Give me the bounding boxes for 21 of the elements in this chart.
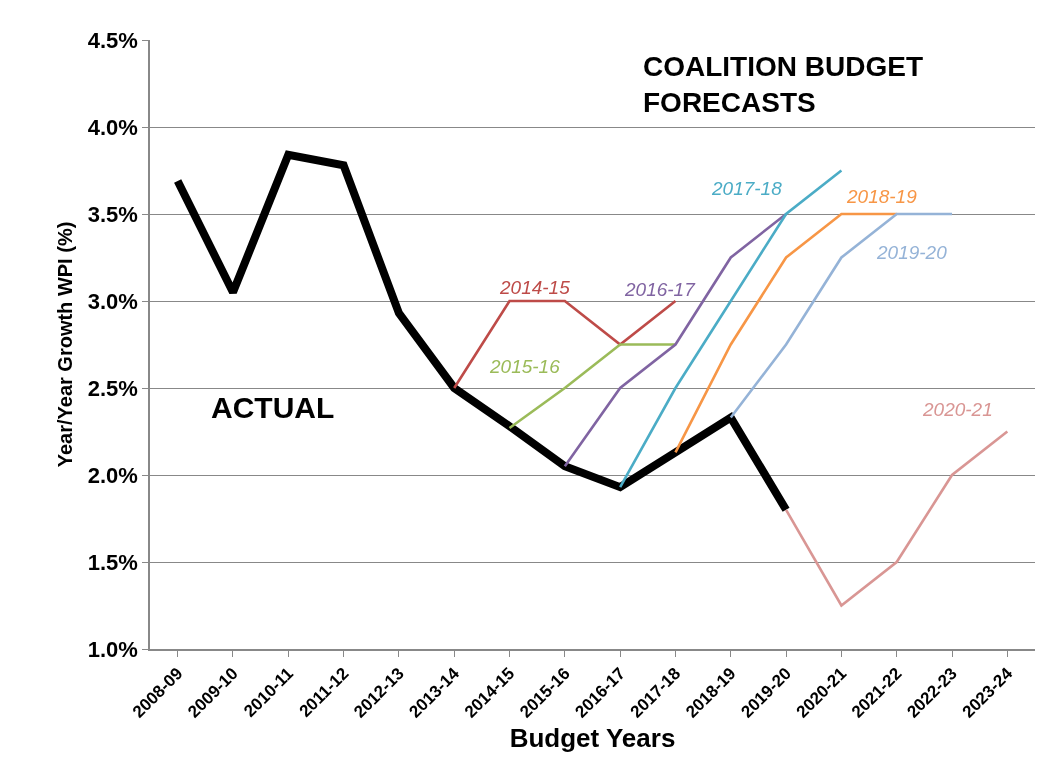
- y-tick-label: 3.5%: [87, 201, 138, 227]
- line-series: [618, 169, 843, 489]
- y-tick-label: 2.5%: [87, 375, 138, 401]
- series-label: 2015-16: [489, 356, 561, 377]
- series-label: 2014-15: [499, 277, 571, 298]
- annotation: COALITION BUDGET FORECASTS: [643, 51, 923, 119]
- series-label: 2020-21: [922, 399, 993, 420]
- line-series: [784, 430, 1009, 607]
- series-label: 2016-17: [624, 279, 697, 300]
- x-axis-title: Budget Years: [509, 722, 676, 753]
- y-tick-label: 2.0%: [87, 462, 138, 488]
- series-label: 2018-19: [846, 186, 918, 207]
- y-tick-label: 3.0%: [87, 288, 138, 314]
- y-axis-title: Year/Year Growth WPI (%): [53, 221, 76, 468]
- y-tick-label: 1.0%: [87, 636, 138, 662]
- series-label: 2019-20: [876, 242, 948, 263]
- y-tick-label: 1.5%: [87, 549, 138, 575]
- series-label: 2017-18: [711, 178, 783, 199]
- text: ACTUAL: [211, 391, 335, 424]
- y-tick-label: 4.0%: [87, 114, 138, 140]
- y-tick-label: 4.5%: [87, 27, 138, 53]
